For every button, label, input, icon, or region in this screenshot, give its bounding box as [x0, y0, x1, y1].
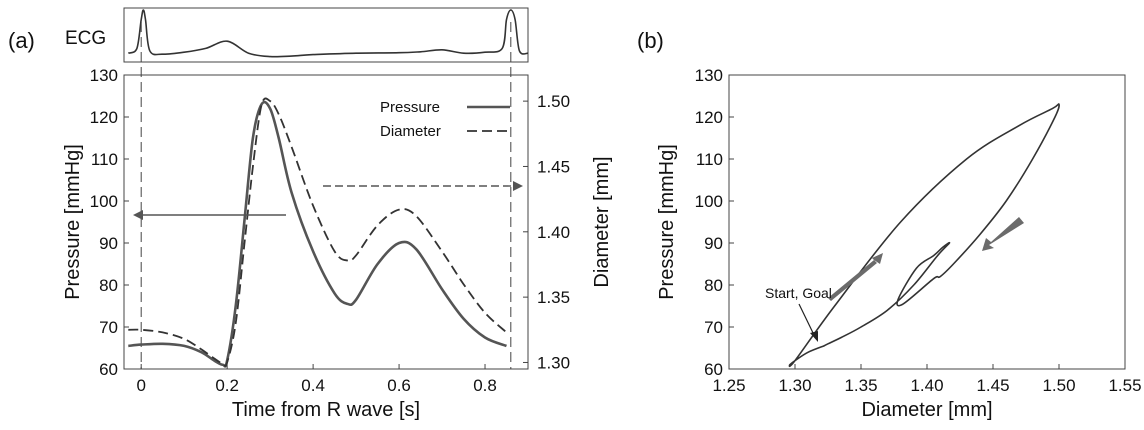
pressure-diameter-loop — [788, 103, 1060, 368]
y2-tick-label-a: 1.30 — [537, 353, 570, 372]
y2-tick-label-a: 1.45 — [537, 157, 570, 176]
y-tick-label-b: 70 — [704, 318, 723, 337]
legend-pressure-label: Pressure — [380, 99, 440, 116]
y-tick-label-b: 130 — [695, 66, 723, 85]
x-tick-label-a: 0.2 — [215, 376, 239, 395]
r-wave-markers — [140, 22, 512, 369]
x-tick-label-b: 1.30 — [778, 376, 811, 395]
y-tick-label-a: 70 — [99, 318, 118, 337]
diameter-axis-arrowhead — [513, 181, 523, 191]
y2-tick-label-a: 1.35 — [537, 288, 570, 307]
x-tick-label-b: 1.50 — [1042, 376, 1075, 395]
y-tick-label-a: 90 — [99, 234, 118, 253]
legend-a: Pressure Diameter — [380, 99, 510, 140]
y-tick-label-a: 100 — [90, 192, 118, 211]
panel-a: (a) ECG 0 0.2 0.4 0.6 0.8 60 70 80 90 100 110 120 1… — [8, 7, 613, 421]
x-axis-label-b: Diameter [mm] — [861, 399, 992, 421]
x-tick-label-a: 0.4 — [301, 376, 325, 395]
panel-a-label: (a) — [8, 28, 35, 53]
y-axis-label-b: Pressure [mmHg] — [656, 144, 678, 300]
y-tick-label-b: 100 — [695, 192, 723, 211]
y-tick-label-a: 120 — [90, 108, 118, 127]
y-tick-label-a: 60 — [99, 360, 118, 379]
start-goal-pointer-head — [810, 331, 818, 342]
x-tick-label-b: 1.40 — [910, 376, 943, 395]
x-axis-label-a: Time from R wave [s] — [232, 399, 420, 421]
y-tick-label-b: 60 — [704, 360, 723, 379]
y-tick-label-a: 130 — [90, 66, 118, 85]
y-tick-label-a: 110 — [91, 150, 118, 169]
plot-b-frame — [728, 74, 1126, 370]
y-axis-right-a: 1.30 1.35 1.40 1.45 1.50 — [523, 92, 570, 372]
direction-arrow-up-right — [828, 253, 883, 301]
y-axis-label-a: Pressure [mmHg] — [62, 144, 84, 300]
x-tick-label-b: 1.35 — [844, 376, 877, 395]
panel-b: (b) 1.25 1.30 1.35 1.40 1.45 1.50 1.55 60 70 80 9… — [637, 28, 1142, 421]
y-tick-label-a: 80 — [99, 276, 118, 295]
pressure-axis-arrowhead — [133, 210, 143, 220]
x-tick-label-a: 0.8 — [473, 376, 497, 395]
y-tick-label-b: 80 — [704, 276, 723, 295]
x-tick-label-a: 0 — [136, 376, 145, 395]
x-tick-label-b: 1.55 — [1108, 376, 1141, 395]
y-axis-b: 60 70 80 90 100 110 120 130 — [695, 66, 734, 379]
ecg-label: ECG — [65, 28, 106, 49]
x-tick-label-b: 1.25 — [712, 376, 745, 395]
start-goal-label: Start, Goal — [765, 285, 832, 301]
y2-axis-label-a: Diameter [mm] — [591, 156, 613, 287]
y-axis-left-a: 60 70 80 90 100 110 120 130 — [90, 66, 129, 379]
diameter-curve — [128, 97, 508, 367]
y-tick-label-b: 90 — [704, 234, 723, 253]
x-tick-label-a: 0.6 — [387, 376, 411, 395]
legend-diameter-label: Diameter — [380, 123, 441, 140]
x-tick-label-b: 1.45 — [976, 376, 1009, 395]
pressure-curve — [128, 100, 507, 368]
start-goal-pointer — [798, 303, 816, 338]
ecg-trace — [127, 9, 529, 58]
ecg-frame — [123, 7, 529, 63]
x-axis-b: 1.25 1.30 1.35 1.40 1.45 1.50 1.55 — [712, 364, 1142, 395]
x-axis-a: 0 0.2 0.4 0.6 0.8 — [136, 364, 497, 395]
panel-b-label: (b) — [637, 28, 664, 53]
plot-a-frame — [123, 74, 529, 370]
direction-arrow-down-left — [982, 217, 1024, 251]
y2-tick-label-a: 1.50 — [537, 92, 570, 111]
y-tick-label-b: 120 — [695, 108, 723, 127]
y-tick-label-b: 110 — [696, 150, 723, 169]
y2-tick-label-a: 1.40 — [537, 223, 570, 242]
